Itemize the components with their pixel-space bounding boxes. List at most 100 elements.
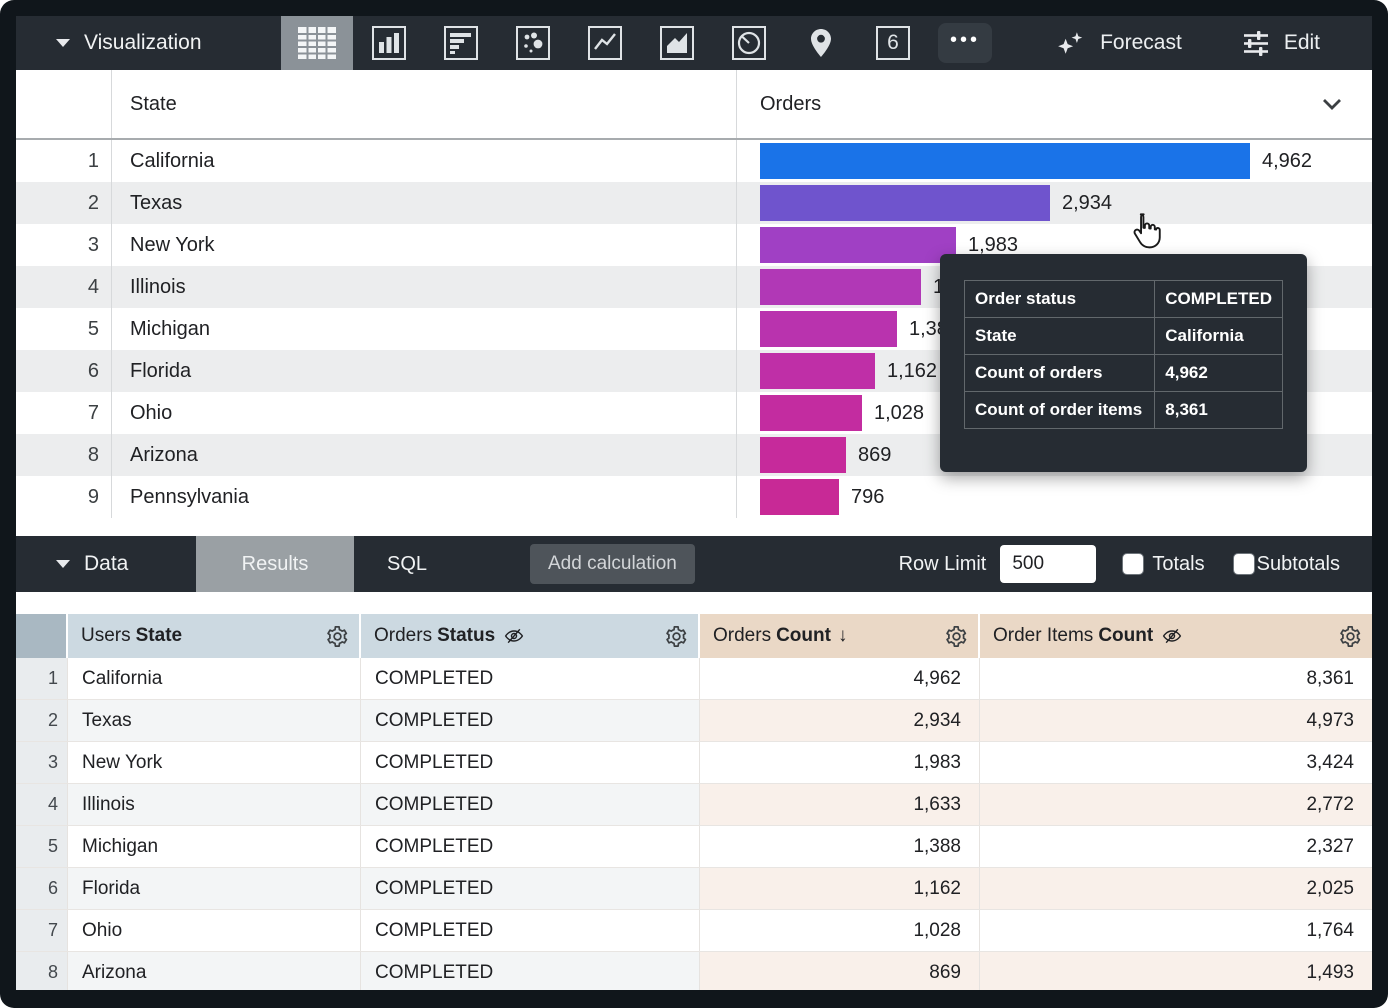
viz-table-row[interactable]: 5 Michigan 1,388 xyxy=(16,308,1372,350)
add-calculation-button[interactable]: Add calculation xyxy=(530,544,695,584)
visualization-section-toggle[interactable]: Visualization xyxy=(16,16,281,70)
gear-icon[interactable] xyxy=(945,625,968,648)
cell-orders-status[interactable]: COMPLETED xyxy=(361,868,700,909)
data-table-row[interactable]: 6 Florida COMPLETED 1,162 2,025 xyxy=(16,868,1372,910)
viz-row-state[interactable]: Illinois xyxy=(112,266,737,308)
data-toolbar-options: Row Limit Totals Subtotals xyxy=(899,536,1372,592)
tooltip-table: Order status COMPLETED State California … xyxy=(963,280,1283,429)
cell-orders-status[interactable]: COMPLETED xyxy=(361,658,700,699)
cell-orders-status[interactable]: COMPLETED xyxy=(361,742,700,783)
data-column-header[interactable]: Orders Count ↓ xyxy=(700,614,980,658)
column-name: Count xyxy=(1098,625,1154,646)
data-column-header[interactable]: Users State xyxy=(68,614,361,658)
chevron-down-icon[interactable] xyxy=(1322,98,1342,110)
table-chart-icon[interactable] xyxy=(281,16,353,70)
viz-bar[interactable] xyxy=(760,269,921,305)
viz-bar[interactable] xyxy=(760,437,846,473)
totals-checkbox[interactable] xyxy=(1122,553,1145,575)
viz-row-state[interactable]: California xyxy=(112,140,737,182)
viz-bar[interactable] xyxy=(760,353,875,389)
viz-row-state[interactable]: Arizona xyxy=(112,434,737,476)
viz-table-row[interactable]: 1 California 4,962 xyxy=(16,140,1372,182)
cell-users-state[interactable]: Illinois xyxy=(68,784,361,825)
cell-orders-count[interactable]: 4,962 xyxy=(700,658,980,699)
gear-icon[interactable] xyxy=(665,625,688,648)
cell-orders-count[interactable]: 1,633 xyxy=(700,784,980,825)
cell-order-items-count[interactable]: 2,025 xyxy=(980,868,1372,909)
row-limit-input[interactable] xyxy=(1000,545,1097,583)
map-chart-icon[interactable] xyxy=(785,16,857,70)
bar-chart-icon[interactable] xyxy=(425,16,497,70)
viz-bar[interactable] xyxy=(760,143,1250,179)
viz-table-row[interactable]: 7 Ohio 1,028 xyxy=(16,392,1372,434)
column-chart-icon[interactable] xyxy=(353,16,425,70)
cell-orders-status[interactable]: COMPLETED xyxy=(361,952,700,990)
cell-orders-count[interactable]: 869 xyxy=(700,952,980,990)
cell-users-state[interactable]: Arizona xyxy=(68,952,361,990)
viz-table-row[interactable]: 9 Pennsylvania 796 xyxy=(16,476,1372,518)
tab-sql[interactable]: SQL xyxy=(386,552,428,575)
cell-users-state[interactable]: Florida xyxy=(68,868,361,909)
area-chart-icon[interactable] xyxy=(641,16,713,70)
cell-orders-count[interactable]: 1,028 xyxy=(700,910,980,951)
data-column-header[interactable]: Orders Status xyxy=(361,614,700,658)
viz-orders-column-header[interactable]: Orders xyxy=(737,70,1372,138)
cell-order-items-count[interactable]: 4,973 xyxy=(980,700,1372,741)
viz-row-state[interactable]: New York xyxy=(112,224,737,266)
data-column-header[interactable]: Order Items Count xyxy=(980,614,1372,658)
subtotals-checkbox[interactable] xyxy=(1232,553,1255,575)
viz-bar[interactable] xyxy=(760,395,862,431)
line-chart-icon[interactable] xyxy=(569,16,641,70)
cell-order-items-count[interactable]: 3,424 xyxy=(1306,751,1354,773)
forecast-button[interactable]: Forecast xyxy=(1056,28,1182,58)
cell-orders-count[interactable]: 1,388 xyxy=(700,826,980,867)
cell-orders-status[interactable]: COMPLETED xyxy=(361,784,700,825)
edit-button[interactable]: Edit xyxy=(1242,30,1320,57)
viz-row-state[interactable]: Ohio xyxy=(112,392,737,434)
cell-orders-status[interactable]: COMPLETED xyxy=(361,826,700,867)
viz-state-column-header[interactable]: State xyxy=(112,70,737,138)
data-table-row[interactable]: 2 Texas COMPLETED 2,934 4,973 xyxy=(16,700,1372,742)
cell-users-state[interactable]: New York xyxy=(68,742,361,783)
viz-row-state[interactable]: Pennsylvania xyxy=(112,476,737,518)
cell-users-state[interactable]: Texas xyxy=(68,700,361,741)
viz-table-row[interactable]: 3 New York 1,983 xyxy=(16,224,1372,266)
cell-users-state[interactable]: Michigan xyxy=(68,826,361,867)
data-table-row[interactable]: 3 New York COMPLETED 1,983 3,424 xyxy=(16,742,1372,784)
more-icon[interactable]: ••• xyxy=(929,16,1001,70)
data-table-row[interactable]: 5 Michigan COMPLETED 1,388 2,327 xyxy=(16,826,1372,868)
data-table-row[interactable]: 4 Illinois COMPLETED 1,633 2,772 xyxy=(16,784,1372,826)
gear-icon[interactable] xyxy=(326,625,349,648)
cell-orders-status[interactable]: COMPLETED xyxy=(361,700,700,741)
data-section-toggle[interactable]: Data xyxy=(16,536,196,592)
scatter-chart-icon[interactable] xyxy=(497,16,569,70)
data-table-row[interactable]: 8 Arizona COMPLETED 869 1,493 xyxy=(16,952,1372,990)
data-table-row[interactable]: 7 Ohio COMPLETED 1,028 1,764 xyxy=(16,910,1372,952)
spacer xyxy=(16,592,1372,614)
single-value-icon[interactable]: 6 xyxy=(857,16,929,70)
data-table-row[interactable]: 1 California COMPLETED 4,962 8,361 xyxy=(16,658,1372,700)
cell-orders-count[interactable]: 1,162 xyxy=(700,868,980,909)
viz-row-state[interactable]: Michigan xyxy=(112,308,737,350)
viz-bar[interactable] xyxy=(760,227,956,263)
viz-bar[interactable] xyxy=(760,185,1050,221)
viz-row-state[interactable]: Florida xyxy=(112,350,737,392)
tooltip-label: Count of orders xyxy=(963,354,1156,392)
cell-orders-count[interactable]: 1,983 xyxy=(700,742,980,783)
pie-chart-icon[interactable] xyxy=(713,16,785,70)
viz-table-row[interactable]: 2 Texas 2,934 xyxy=(16,182,1372,224)
viz-bar[interactable] xyxy=(760,479,839,515)
cell-order-items-count[interactable]: 1,764 xyxy=(1306,919,1354,941)
gear-icon[interactable] xyxy=(1339,625,1362,648)
cell-orders-count[interactable]: 2,934 xyxy=(700,700,980,741)
viz-bar[interactable] xyxy=(760,311,897,347)
cell-orders-status[interactable]: COMPLETED xyxy=(361,910,700,951)
cell-order-items-count[interactable]: 2,327 xyxy=(1306,835,1354,857)
cell-order-items-count[interactable]: 2,772 xyxy=(980,784,1372,825)
cell-users-state[interactable]: Ohio xyxy=(68,910,361,951)
cell-order-items-count[interactable]: 1,493 xyxy=(980,952,1372,990)
cell-order-items-count[interactable]: 8,361 xyxy=(1306,667,1354,689)
tab-results[interactable]: Results xyxy=(196,536,354,592)
cell-users-state[interactable]: California xyxy=(68,658,361,699)
viz-row-state[interactable]: Texas xyxy=(112,182,737,224)
